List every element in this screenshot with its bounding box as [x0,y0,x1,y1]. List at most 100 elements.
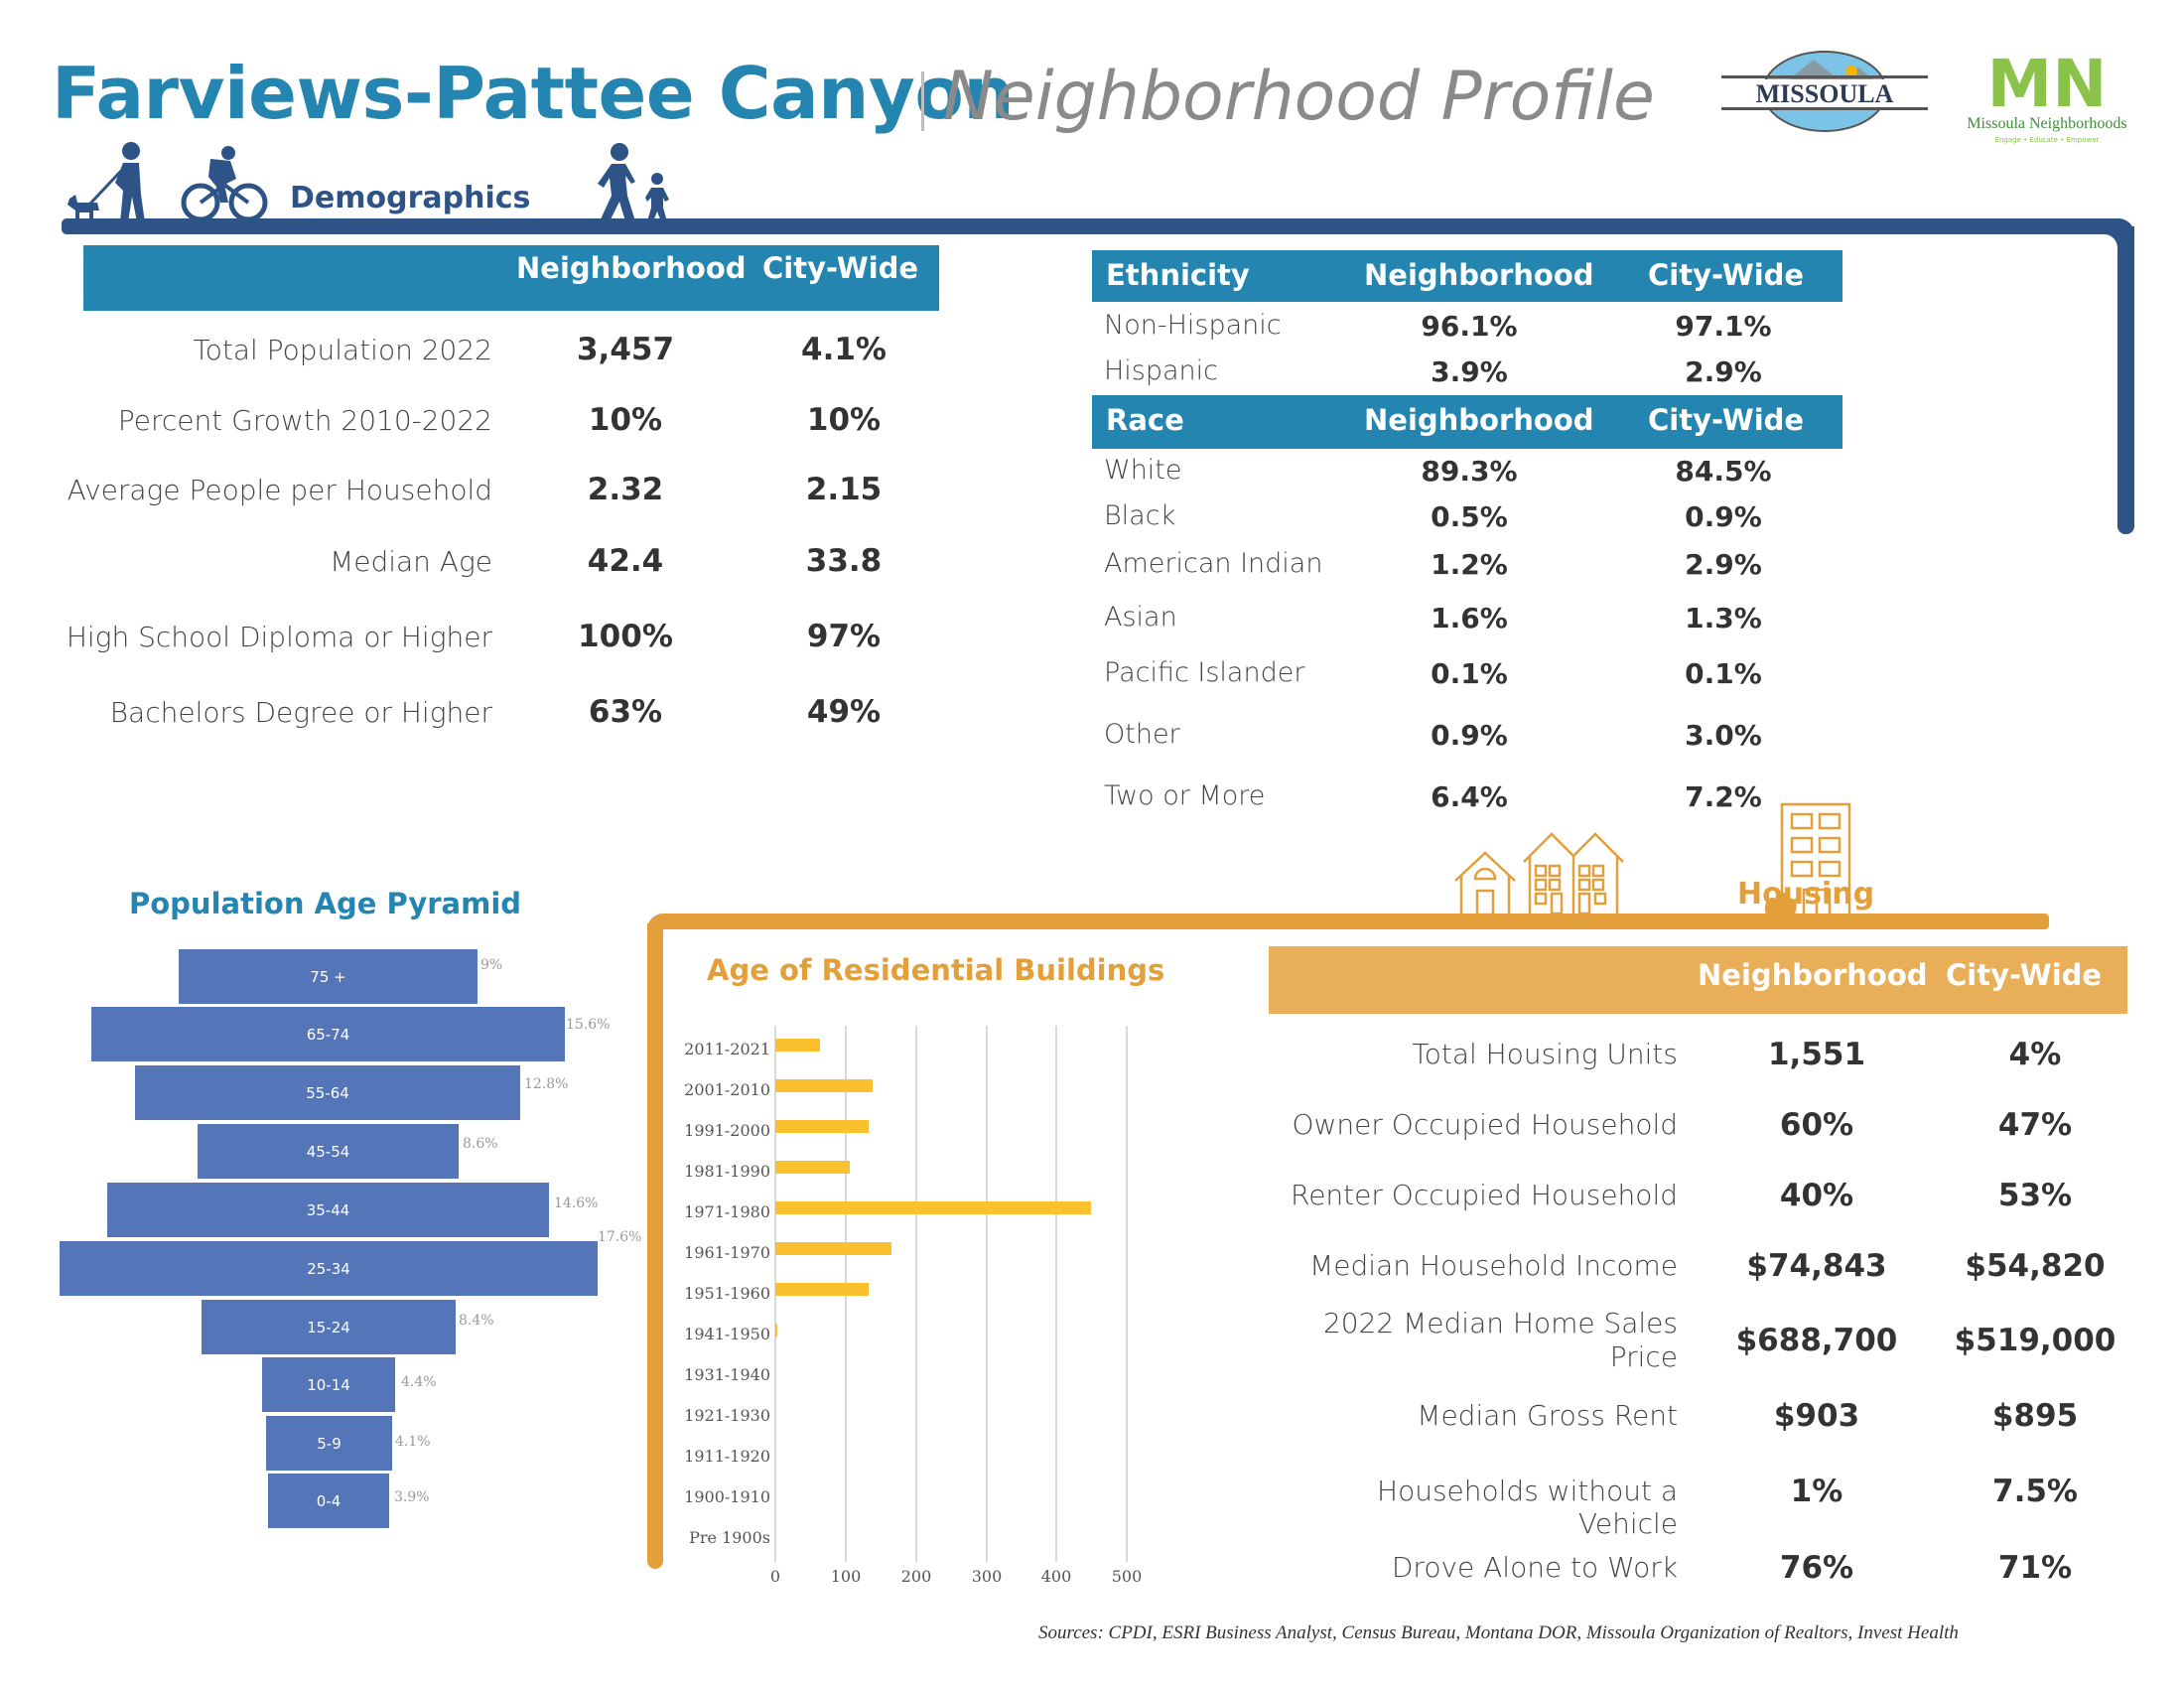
x-tick: 300 [971,1567,1003,1586]
city-value: 7.2% [1685,780,1762,813]
city-value: 47% [1997,1107,2073,1143]
missoula-logo-text: MISSOULA [1756,79,1894,108]
row-label: American Indian [1104,548,1323,579]
svg-text:MN: MN [1987,46,2108,122]
pyramid-bar: 75 + [179,949,478,1004]
row-label: 2022 Median Home Sales Price [1322,1307,1678,1373]
category-label: 1911-1920 [684,1447,770,1466]
row-label: Non-Hispanic [1104,310,1282,341]
pyramid-value-label: 4.4% [401,1374,437,1390]
category-label: Pre 1900s [689,1528,770,1547]
building-bar [775,1283,869,1296]
housing-section-label: Housing [1737,877,1875,912]
building-bar [775,1120,869,1133]
neighborhood-value: 40% [1779,1178,1854,1213]
housing-table-header: Neighborhood City-Wide [1269,946,2127,1014]
row-label: Median Household Income [1309,1249,1678,1282]
city-value: 0.9% [1685,500,1762,533]
city-value: 84.5% [1675,455,1772,488]
x-tick: 200 [900,1567,932,1586]
row-label: Hispanic [1104,355,1219,386]
gridline [986,1026,988,1562]
neighborhood-value: 0.5% [1431,500,1508,533]
pyramid-bar: 55-64 [135,1065,520,1120]
category-label: 1941-1950 [684,1325,770,1343]
category-label: 1991-2000 [684,1121,770,1140]
pyramid-value-label: 4.1% [395,1434,431,1450]
city-value: 49% [806,694,882,730]
row-label: Pacific Islander [1104,657,1305,688]
city-value: 4.1% [801,332,887,367]
building-bar [775,1079,873,1092]
adult-child-walking-icon [594,142,675,226]
row-label: Median Gross Rent [1417,1399,1678,1432]
neighborhood-value: 3,457 [576,332,675,367]
city-value: $54,820 [1965,1248,2106,1284]
townhouse-icon [1522,832,1625,920]
pyramid-bar: 45-54 [198,1124,459,1179]
row-label: Total Housing Units [1412,1038,1678,1070]
city-value: 7.5% [1992,1474,2078,1509]
building-bar [775,1161,850,1174]
housing-divider-rail-vertical [647,923,663,1569]
cyclist-icon [181,145,270,227]
row-label: Total Population 2022 [193,334,492,366]
row-label: Median Age [330,545,492,578]
pyramid-value-label: 15.6% [566,1017,611,1033]
row-label: Households without a Vehicle [1377,1475,1678,1540]
building-bar [775,1324,777,1336]
city-value: 1.3% [1685,602,1762,634]
building-bar [775,1201,1091,1214]
neighborhood-value: 2.32 [587,472,664,507]
city-value: 71% [1997,1550,2073,1586]
row-label: Percent Growth 2010-2022 [117,404,492,437]
city-value: 0.1% [1685,657,1762,690]
neighborhood-value: 6.4% [1431,780,1508,813]
missoula-city-logo: MISSOULA [1719,50,1930,133]
demographics-divider-rail [62,218,2134,234]
category-label: 1981-1990 [684,1162,770,1181]
city-value: 2.15 [805,472,883,507]
row-label: Drove Alone to Work [1391,1551,1678,1584]
sources-footnote: Sources: CPDI, ESRI Business Analyst, Ce… [1038,1622,1959,1643]
neighborhood-value: 3.9% [1431,355,1508,388]
neighborhood-value: 1% [1790,1474,1843,1509]
gridline [1126,1026,1128,1562]
row-label: Black [1104,500,1176,531]
pyramid-value-label: 8.6% [463,1136,498,1152]
neighborhood-value: 63% [588,694,663,730]
city-value: 33.8 [805,543,883,579]
x-tick: 400 [1040,1567,1072,1586]
x-tick: 0 [769,1567,781,1586]
svg-text:Engage • Educate • Empower: Engage • Educate • Empower [1995,136,2100,144]
city-value: 10% [806,402,882,438]
page-subtitle: Neighborhood Profile [943,58,1655,136]
pyramid-bar: 25-34 [60,1241,598,1296]
city-value: 4% [2008,1037,2062,1072]
neighborhood-value: 10% [588,402,663,438]
demographics-table-header: Neighborhood City-Wide [83,245,939,311]
neighborhood-value: 96.1% [1421,310,1518,343]
neighborhood-value: 1.2% [1431,548,1508,581]
row-label: Owner Occupied Household [1292,1108,1678,1141]
city-value: 97% [806,619,882,654]
pyramid-value-label: 8.4% [459,1313,494,1329]
col-neighborhood: Neighborhood [516,251,747,285]
missoula-neighborhoods-logo: MN Missoula Neighborhoods Engage • Educa… [1941,45,2154,154]
col-city-wide: City-Wide [1648,258,1805,292]
svg-text:Missoula Neighborhoods: Missoula Neighborhoods [1967,115,2126,132]
page-title: Farviews-Pattee Canyon [52,52,1015,135]
pyramid-value-label: 12.8% [524,1076,569,1092]
pyramid-value-label: 9% [480,957,503,973]
row-label: Asian [1104,602,1177,633]
person-walking-dog-icon [62,139,161,227]
neighborhood-value: 0.1% [1431,657,1508,690]
city-value: 97.1% [1675,310,1772,343]
pyramid-value-label: 3.9% [394,1489,430,1505]
neighborhood-value: 60% [1779,1107,1854,1143]
city-value: 53% [1997,1178,2073,1213]
pyramid-bar: 15-24 [202,1300,456,1354]
row-label: Renter Occupied Household [1291,1179,1678,1211]
pyramid-bar: 0-4 [268,1474,389,1528]
demographics-section-label: Demographics [290,181,531,215]
